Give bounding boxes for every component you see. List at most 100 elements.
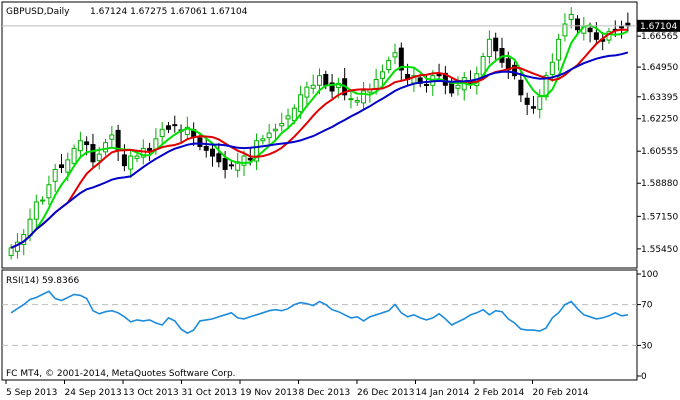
price-tick-label: 1.55450 (641, 245, 678, 255)
candle-body (291, 107, 297, 121)
candle-body (197, 137, 203, 147)
ma-line-5 (10, 24, 629, 249)
candle-body (329, 82, 335, 92)
candle-body (103, 142, 109, 153)
candle-body (109, 134, 115, 140)
candle-body (134, 155, 140, 159)
candle-body (298, 94, 304, 113)
candle-body (619, 25, 625, 29)
last-price-marker (637, 19, 680, 32)
candle-body (398, 47, 404, 71)
candle-body (241, 155, 247, 166)
candle-body (260, 138, 266, 142)
candle-body (587, 27, 593, 33)
moving-averages-layer (10, 24, 629, 249)
candle-body (147, 147, 153, 151)
candle-body (172, 124, 178, 127)
time-tick-label: 19 Nov 2013 (240, 388, 298, 398)
candle-body (128, 155, 134, 170)
candle-body (537, 96, 543, 110)
candle-body (203, 145, 209, 151)
candle-body (222, 157, 228, 170)
candle-body (285, 115, 291, 120)
candle-body (184, 126, 190, 136)
candle-body (228, 164, 234, 167)
rsi-tick-label: 0 (641, 372, 647, 382)
candle-body (96, 153, 102, 162)
candle-body (46, 184, 52, 199)
candle-body (71, 147, 77, 164)
watermark: FC MT4, © 2001-2014, MetaQuotes Software… (6, 369, 236, 379)
candle-body (266, 132, 272, 139)
price-axis: 1.66565 1.64950 1.63395 1.62250 1.60555 1.588… (637, 32, 678, 255)
candle-body (361, 90, 367, 104)
candle-body (549, 61, 555, 76)
candle-body (210, 148, 216, 157)
price-tick-label: 1.66565 (641, 32, 678, 42)
time-axis: 5 Sep 2013 24 Sep 2013 13 Oct 2013 31 Oct 2… (5, 380, 589, 398)
price-tick-label: 1.63395 (641, 93, 678, 103)
price-tick-label: 1.60555 (641, 147, 678, 157)
price-tick-label: 1.57150 (641, 212, 678, 222)
candle-body (486, 38, 492, 58)
rsi-tick-label: 70 (641, 301, 653, 311)
candle-body (423, 83, 429, 86)
candle-body (40, 199, 46, 202)
price-tick-label: 1.64950 (641, 63, 678, 73)
candle-body (568, 13, 574, 20)
candle-body (65, 159, 71, 173)
price-panel-frame (1, 1, 638, 269)
candle-body (58, 164, 64, 169)
price-tick-label: 1.62250 (641, 115, 678, 125)
rsi-panel-frame (1, 269, 638, 381)
candle-body (52, 168, 58, 182)
candle-body (90, 144, 96, 163)
time-tick-label: 24 Sep 2013 (65, 388, 122, 398)
time-tick-label: 8 Dec 2013 (299, 388, 351, 398)
candle-body (8, 247, 14, 257)
candle-body (373, 79, 379, 90)
candle-body (77, 140, 83, 152)
candle-body (436, 74, 442, 77)
candle-body (512, 64, 518, 77)
candle-body (140, 147, 146, 158)
candle-body (354, 100, 360, 103)
candle-body (348, 98, 354, 101)
candle-body (493, 37, 499, 52)
candle-body (379, 71, 385, 79)
candle-body (562, 23, 568, 37)
time-tick-label: 20 Feb 2014 (533, 388, 589, 398)
candle-body (159, 128, 165, 138)
candle-body (524, 97, 530, 105)
rsi-line (10, 290, 629, 335)
rsi-tick-label: 30 (641, 341, 653, 351)
price-tick-label: 1.58880 (641, 179, 678, 189)
candle-body (121, 154, 127, 167)
time-tick-label: 5 Sep 2013 (6, 388, 57, 398)
last-price-label: 1.67104 (640, 22, 677, 32)
candle-body (115, 129, 121, 151)
candle-body (272, 128, 278, 132)
candle-body (216, 153, 222, 163)
rsi-levels (2, 304, 637, 346)
time-tick-label: 2 Feb 2014 (474, 388, 525, 398)
candle-body (304, 86, 310, 98)
candle-body (317, 75, 322, 86)
candle-body (84, 141, 90, 146)
candle-body (556, 38, 562, 61)
candle-body (279, 123, 285, 127)
time-tick-label: 14 Jan 2014 (416, 388, 470, 398)
candle-body (247, 157, 253, 161)
time-tick-label: 13 Oct 2013 (123, 388, 179, 398)
time-tick-label: 26 Dec 2013 (357, 388, 415, 398)
candle-body (575, 18, 581, 31)
symbol-label: GBPUSD,Daily (6, 7, 70, 17)
time-tick-label: 31 Oct 2013 (182, 388, 238, 398)
ma-line-10 (10, 28, 628, 249)
candle-body (593, 32, 599, 40)
candle-body (310, 84, 316, 89)
candle-body (518, 79, 524, 96)
candle-body (392, 52, 398, 58)
